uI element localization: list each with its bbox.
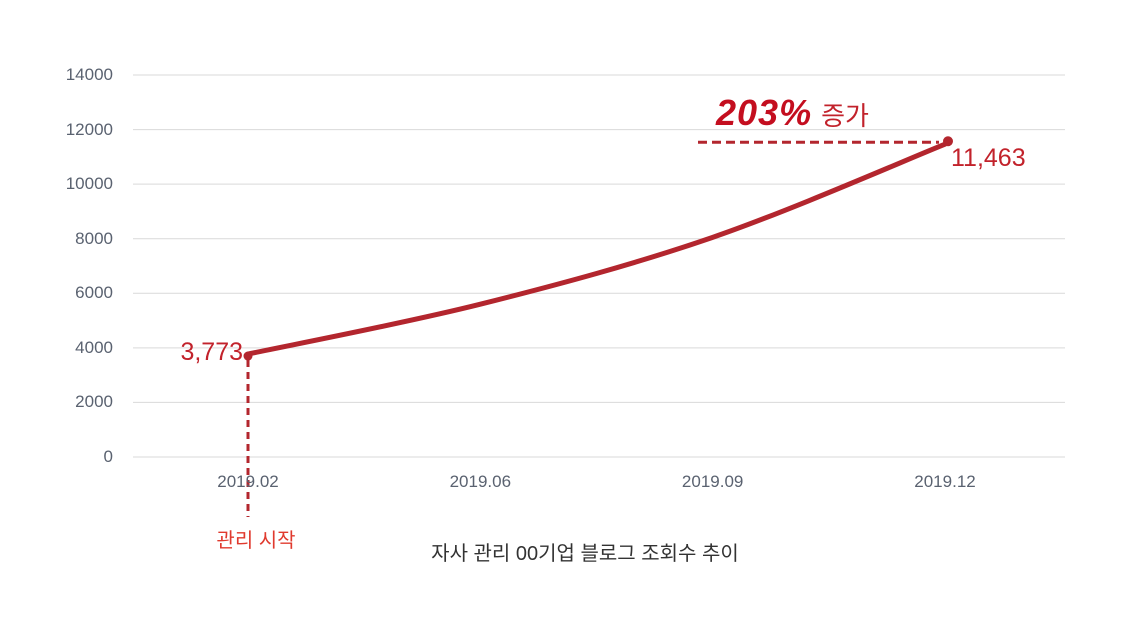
- y-axis-tick-label: 8000: [75, 228, 113, 248]
- data-label-first-point: 3,773: [180, 338, 243, 366]
- first-point-marker: [243, 351, 253, 361]
- y-axis-tick-label: 4000: [75, 337, 113, 357]
- y-axis-tick-label: 10000: [65, 174, 113, 194]
- growth-annotation: 203% 증가: [716, 92, 869, 134]
- x-axis-tick-label: 2019.02: [217, 472, 279, 491]
- x-axis-tick-label: 2019.12: [914, 472, 976, 491]
- growth-suffix-text: 증가: [821, 101, 869, 131]
- y-axis-tick-label: 2000: [75, 392, 113, 412]
- data-label-last-point: 11,463: [951, 144, 1026, 172]
- y-axis-tick-label: 6000: [75, 283, 113, 303]
- y-axis-tick-label: 12000: [65, 119, 113, 139]
- chart-title: 자사 관리 00기업 블로그 조회수 추이: [431, 543, 739, 565]
- y-axis-tick-label: 0: [103, 447, 113, 466]
- growth-percent-text: 203%: [716, 92, 813, 133]
- y-axis-tick-label: 14000: [65, 65, 113, 84]
- x-axis-tick-label: 2019.09: [681, 472, 744, 491]
- series-line: [245, 141, 948, 357]
- x-axis-tick-label: 2019.06: [449, 472, 512, 491]
- last-point-marker: [943, 136, 953, 147]
- start-marker-label: 관리 시작: [216, 530, 296, 552]
